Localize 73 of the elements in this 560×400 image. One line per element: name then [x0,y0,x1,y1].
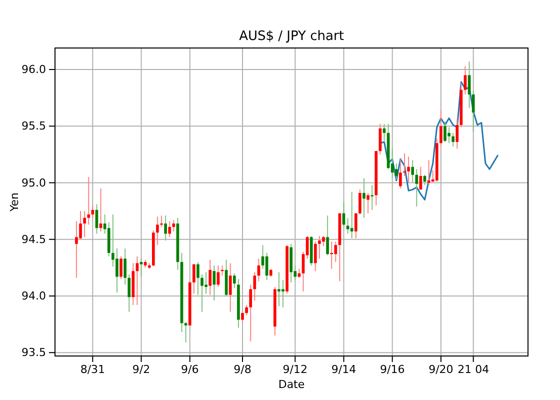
y-tick-label: 96.0 [22,63,46,76]
candlestick [200,274,204,312]
x-tick-label: 9/12 [282,362,308,376]
candlestick [249,284,252,342]
candlestick [399,158,402,189]
candlestick [241,311,244,323]
candlestick [228,262,232,312]
candlestick [394,163,398,180]
candlestick [350,191,354,239]
candlestick [208,259,212,296]
candlestick [79,210,82,240]
candlestick [156,216,159,246]
candlestick [362,178,366,218]
candlestick [128,274,131,312]
x-tick-label: 8/31 [80,362,106,376]
candlestick [326,215,329,256]
x-axis-title: Date [278,378,305,391]
candlestick [124,248,126,286]
y-tick-label: 95.5 [22,120,46,133]
candlestick [334,241,338,263]
candlestick [464,66,467,95]
candlestick [192,264,196,294]
y-tick-label: 95.0 [22,176,46,190]
candlestick [427,160,430,186]
candlestick [314,241,317,272]
candlestick [444,121,446,142]
candlestick [212,264,216,302]
chart-title: AUS$ / JPY chart [239,29,344,44]
x-tick-label: 9/20 [428,362,454,376]
x-tick-label: 9/16 [380,362,405,376]
x-tick-label: 9/14 [331,362,356,376]
x-tick-label: 9/2 [132,362,150,376]
candlestick [440,110,442,146]
candlestick [87,176,90,226]
candlestick [456,118,459,150]
candlestick [75,220,78,278]
x-tick-label: 21 04 [458,362,490,376]
candlestick [358,189,362,215]
candlestick [366,192,370,214]
candlestick [322,235,325,247]
candlestick [116,248,118,294]
candlestick [253,272,256,302]
candlestick [318,235,321,260]
x-tick-label: 9/6 [181,362,199,376]
candlestick [120,256,122,280]
candlestick [282,280,284,308]
candlestick [91,204,94,218]
candlestick [168,220,172,238]
x-tick-label: 9/8 [234,362,252,376]
candlestick [140,258,143,278]
candlestick [184,322,188,343]
candlestick [330,241,334,270]
candlestick [83,210,86,238]
candlestick [196,262,200,296]
candlestick [370,184,374,210]
y-tick-label: 93.5 [22,346,46,360]
y-tick-label: 94.0 [22,290,46,303]
candlestick [232,272,236,289]
candlestick [245,304,248,316]
candlestick [278,272,280,307]
y-axis-title: Yen [8,192,21,212]
y-tick-label: 94.5 [22,232,46,246]
candlestick [452,132,454,148]
candlestick [172,220,176,232]
candlestick [160,215,163,228]
candlestick [164,215,167,241]
candlestick [354,212,358,239]
candlestick [403,152,406,176]
candlestick [448,126,450,144]
candlestick [411,160,414,184]
candlestick [407,156,410,184]
candlestick [204,272,208,294]
candlestick [415,168,418,208]
